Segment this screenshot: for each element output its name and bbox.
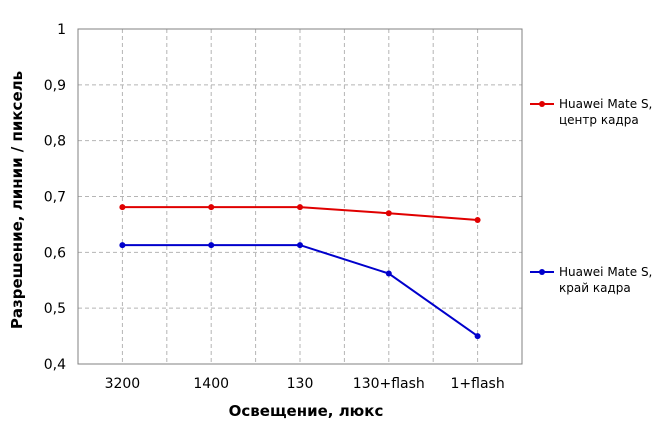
y-tick-label: 0,6 — [44, 245, 66, 261]
x-tick-label: 130 — [287, 376, 314, 392]
legend-label-2: край кадра — [559, 281, 631, 295]
series-2-point — [474, 333, 481, 340]
legend-label-1: Huawei Mate S, — [559, 97, 652, 111]
legend-marker-2 — [539, 269, 545, 275]
y-tick-label: 1 — [57, 22, 66, 38]
series-1-point — [297, 204, 303, 211]
series-2-point — [119, 242, 126, 249]
x-tick-label: 130+flash — [353, 376, 425, 392]
x-tick-label: 1+flash — [450, 376, 504, 392]
y-tick-label: 0,8 — [44, 134, 66, 150]
legend-label-1: центр кадра — [559, 113, 639, 127]
legend: Huawei Mate S, центр кадра Huawei Mate S, к… — [530, 97, 652, 295]
y-axis-title: Разрешение, линии / пиксель — [8, 71, 26, 329]
series-1-point — [119, 204, 126, 211]
legend-marker-1 — [539, 101, 545, 107]
plot-area-frame — [77, 28, 523, 365]
series-2-point — [297, 242, 303, 249]
x-tick-label: 1400 — [193, 376, 229, 392]
x-axis-title: Освещение, люкс — [229, 402, 384, 420]
y-tick-label: 0,4 — [44, 357, 66, 373]
series-2-point — [385, 270, 392, 277]
x-axis-ticks: 3200 1400 130 130+flash 1+flash — [105, 376, 505, 392]
series-2-point — [208, 242, 215, 249]
y-tick-label: 0,9 — [44, 78, 66, 94]
x-tick-label: 3200 — [105, 376, 141, 392]
series-1-point — [474, 216, 481, 223]
series-1-point — [385, 210, 392, 217]
y-axis-ticks: 0,4 0,5 0,6 0,7 0,8 0,9 1 — [44, 22, 66, 373]
series-1-point — [208, 204, 215, 211]
y-tick-label: 0,7 — [44, 190, 66, 206]
series-group — [119, 204, 481, 340]
grid — [78, 29, 522, 364]
legend-label-2: Huawei Mate S, — [559, 265, 652, 279]
y-tick-label: 0,5 — [44, 301, 66, 317]
